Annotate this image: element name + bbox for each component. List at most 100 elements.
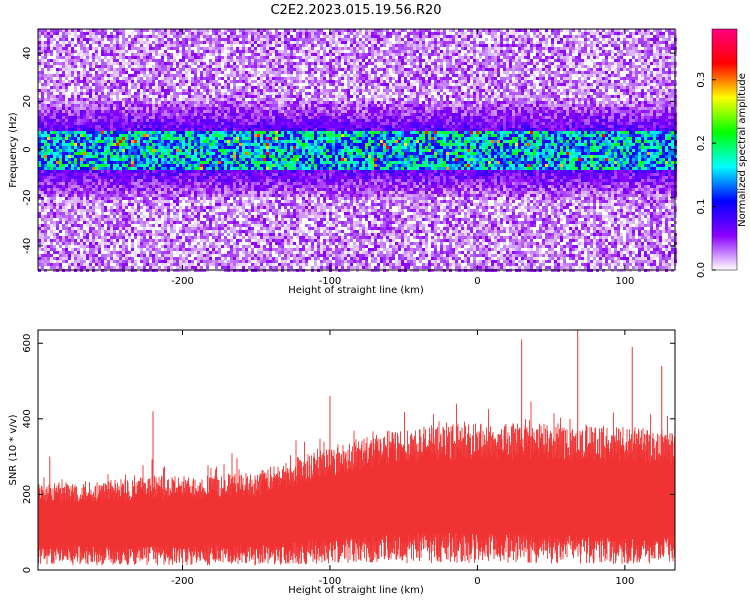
heatmap-cell — [584, 56, 587, 59]
heatmap-cell — [527, 44, 530, 47]
heatmap-cell — [284, 95, 287, 98]
heatmap-cell — [494, 62, 497, 65]
heatmap-cell — [287, 50, 290, 53]
heatmap-cell — [341, 89, 344, 92]
heatmap-cell — [356, 53, 359, 56]
heatmap-cell — [524, 59, 527, 62]
heatmap-cell — [227, 44, 230, 47]
heatmap-cell — [344, 92, 347, 95]
heatmap-cell — [539, 68, 542, 71]
heatmap-cell — [104, 89, 107, 92]
heatmap-cell — [245, 38, 248, 41]
heatmap-cell — [407, 74, 410, 77]
heatmap-cell — [335, 50, 338, 53]
heatmap-cell — [662, 89, 665, 92]
heatmap-cell — [581, 29, 584, 32]
heatmap-cell — [557, 53, 560, 56]
heatmap-cell — [185, 32, 188, 35]
heatmap-cell — [260, 56, 263, 59]
heatmap-cell — [284, 83, 287, 86]
heatmap-cell — [464, 80, 467, 83]
heatmap-cell — [638, 77, 641, 80]
heatmap-cell — [650, 77, 653, 80]
heatmap-cell — [644, 83, 647, 86]
heatmap-cell — [74, 53, 77, 56]
heatmap-cell — [443, 50, 446, 53]
heatmap-cell — [419, 74, 422, 77]
heatmap-cell — [236, 95, 239, 98]
heatmap-cell — [644, 59, 647, 62]
heatmap-cell — [536, 47, 539, 50]
heatmap-cell — [563, 38, 566, 41]
heatmap-cell — [644, 74, 647, 77]
heatmap-cell — [311, 65, 314, 68]
heatmap-cell — [452, 80, 455, 83]
heatmap-cell — [494, 47, 497, 50]
heatmap-cell — [485, 65, 488, 68]
heatmap-cell — [392, 29, 395, 32]
heatmap-cell — [188, 50, 191, 53]
heatmap-cell — [164, 41, 167, 44]
heatmap-cell — [62, 83, 65, 86]
heatmap-cell — [86, 50, 89, 53]
heatmap-cell — [293, 77, 296, 80]
heatmap-cell — [185, 68, 188, 71]
heatmap-cell — [44, 65, 47, 68]
heatmap-cell — [227, 98, 230, 101]
heatmap-cell — [533, 59, 536, 62]
heatmap-cell — [449, 86, 452, 89]
heatmap-cell — [533, 50, 536, 53]
heatmap-cell — [278, 74, 281, 77]
heatmap-cell — [245, 86, 248, 89]
heatmap-cell — [41, 65, 44, 68]
heatmap-cell — [590, 86, 593, 89]
heatmap-cell — [599, 35, 602, 38]
heatmap-cell — [422, 29, 425, 32]
heatmap-cell — [269, 89, 272, 92]
heatmap-cell — [500, 35, 503, 38]
heatmap-cell — [608, 53, 611, 56]
heatmap-cell — [356, 68, 359, 71]
heatmap-cell — [146, 98, 149, 101]
heatmap-cell — [548, 29, 551, 32]
heatmap-cell — [194, 68, 197, 71]
heatmap-cell — [464, 71, 467, 74]
heatmap-cell — [347, 29, 350, 32]
heatmap-cell — [101, 44, 104, 47]
heatmap-cell — [377, 59, 380, 62]
heatmap-cell — [230, 62, 233, 65]
heatmap-cell — [290, 77, 293, 80]
heatmap-cell — [596, 38, 599, 41]
heatmap-cell — [92, 68, 95, 71]
heatmap-cell — [134, 77, 137, 80]
heatmap-cell — [455, 71, 458, 74]
heatmap-cell — [476, 41, 479, 44]
heatmap-cell — [644, 38, 647, 41]
heatmap-cell — [497, 35, 500, 38]
heatmap-cell — [443, 53, 446, 56]
heatmap-cell — [188, 95, 191, 98]
heatmap-cell — [386, 68, 389, 71]
heatmap-cell — [491, 62, 494, 65]
heatmap-cell — [521, 68, 524, 71]
heatmap-cell — [182, 62, 185, 65]
heatmap-cell — [425, 44, 428, 47]
heatmap-cell — [191, 35, 194, 38]
heatmap-cell — [494, 92, 497, 95]
heatmap-cell — [665, 86, 668, 89]
heatmap-cell — [68, 41, 71, 44]
heatmap-cell — [203, 74, 206, 77]
heatmap-cell — [458, 56, 461, 59]
heatmap-cell — [461, 71, 464, 74]
heatmap-cell — [137, 32, 140, 35]
heatmap-cell — [74, 83, 77, 86]
heatmap-cell — [83, 59, 86, 62]
heatmap-cell — [62, 29, 65, 32]
heatmap-cell — [170, 92, 173, 95]
heatmap-cell — [365, 86, 368, 89]
heatmap-cell — [176, 95, 179, 98]
heatmap-cell — [206, 38, 209, 41]
heatmap-cell — [98, 53, 101, 56]
heatmap-cell — [443, 32, 446, 35]
heatmap-cell — [437, 83, 440, 86]
